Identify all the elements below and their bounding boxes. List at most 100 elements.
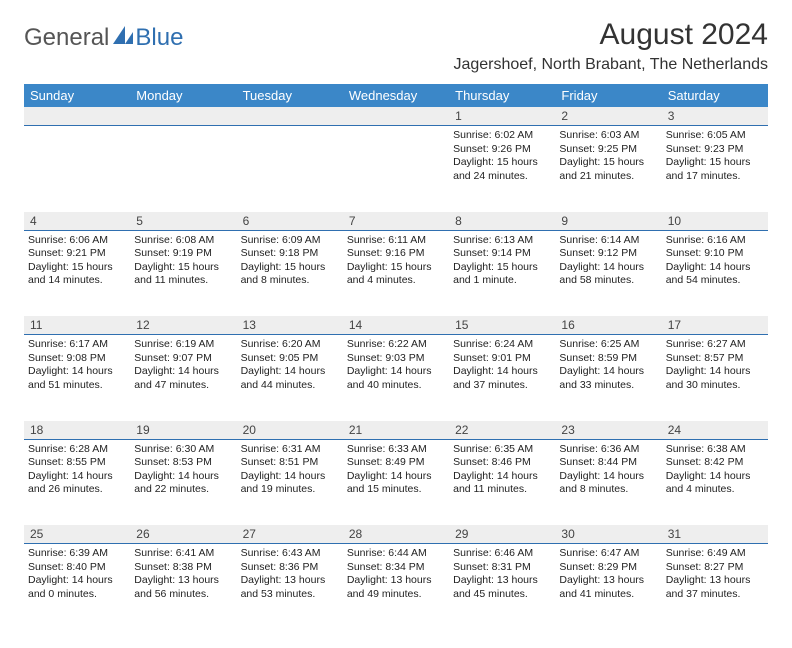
daylight-text-2: and 26 minutes. <box>28 483 126 497</box>
logo-text-general: General <box>24 24 109 52</box>
daylight-text-2: and 8 minutes. <box>241 274 339 288</box>
daynum-row: 45678910 <box>24 212 768 231</box>
daylight-text-1: Daylight: 15 hours <box>453 261 551 275</box>
daylight-text-1: Daylight: 15 hours <box>559 156 657 170</box>
day-cell: Sunrise: 6:17 AMSunset: 9:08 PMDaylight:… <box>24 335 130 421</box>
day-cell: Sunrise: 6:19 AMSunset: 9:07 PMDaylight:… <box>130 335 236 421</box>
day-number: 24 <box>662 421 768 440</box>
day-number: 28 <box>343 525 449 544</box>
day-number: 12 <box>130 316 236 335</box>
col-saturday: Saturday <box>662 84 768 107</box>
sunrise-text: Sunrise: 6:38 AM <box>666 443 764 457</box>
day-cell: Sunrise: 6:36 AMSunset: 8:44 PMDaylight:… <box>555 439 661 525</box>
col-thursday: Thursday <box>449 84 555 107</box>
day-number: 27 <box>237 525 343 544</box>
daylight-text-2: and 14 minutes. <box>28 274 126 288</box>
sunrise-text: Sunrise: 6:25 AM <box>559 338 657 352</box>
daylight-text-1: Daylight: 15 hours <box>347 261 445 275</box>
daylight-text-1: Daylight: 15 hours <box>28 261 126 275</box>
day-number: 20 <box>237 421 343 440</box>
day-number: 4 <box>24 212 130 231</box>
sunset-text: Sunset: 9:03 PM <box>347 352 445 366</box>
day-number: 26 <box>130 525 236 544</box>
day-cell: Sunrise: 6:44 AMSunset: 8:34 PMDaylight:… <box>343 544 449 630</box>
sunset-text: Sunset: 8:55 PM <box>28 456 126 470</box>
day-cell <box>24 126 130 212</box>
day-cell: Sunrise: 6:27 AMSunset: 8:57 PMDaylight:… <box>662 335 768 421</box>
sunrise-text: Sunrise: 6:02 AM <box>453 129 551 143</box>
daylight-text-2: and 4 minutes. <box>347 274 445 288</box>
day-number <box>237 107 343 126</box>
sunset-text: Sunset: 8:44 PM <box>559 456 657 470</box>
daylight-text-1: Daylight: 14 hours <box>28 574 126 588</box>
sunrise-text: Sunrise: 6:33 AM <box>347 443 445 457</box>
col-friday: Friday <box>555 84 661 107</box>
sunset-text: Sunset: 8:34 PM <box>347 561 445 575</box>
calendar-table: Sunday Monday Tuesday Wednesday Thursday… <box>24 84 768 630</box>
sunset-text: Sunset: 8:31 PM <box>453 561 551 575</box>
weekday-header-row: Sunday Monday Tuesday Wednesday Thursday… <box>24 84 768 107</box>
day-number: 15 <box>449 316 555 335</box>
day-number: 19 <box>130 421 236 440</box>
day-cell: Sunrise: 6:49 AMSunset: 8:27 PMDaylight:… <box>662 544 768 630</box>
day-cell: Sunrise: 6:39 AMSunset: 8:40 PMDaylight:… <box>24 544 130 630</box>
day-number: 29 <box>449 525 555 544</box>
col-tuesday: Tuesday <box>237 84 343 107</box>
daylight-text-2: and 56 minutes. <box>134 588 232 602</box>
day-number: 13 <box>237 316 343 335</box>
day-number: 21 <box>343 421 449 440</box>
day-cell: Sunrise: 6:43 AMSunset: 8:36 PMDaylight:… <box>237 544 343 630</box>
daylight-text-2: and 8 minutes. <box>559 483 657 497</box>
sunset-text: Sunset: 8:40 PM <box>28 561 126 575</box>
daylight-text-1: Daylight: 14 hours <box>666 365 764 379</box>
daylight-text-1: Daylight: 15 hours <box>134 261 232 275</box>
daylight-text-2: and 33 minutes. <box>559 379 657 393</box>
day-number: 23 <box>555 421 661 440</box>
sunrise-text: Sunrise: 6:31 AM <box>241 443 339 457</box>
sunset-text: Sunset: 8:57 PM <box>666 352 764 366</box>
day-cell: Sunrise: 6:14 AMSunset: 9:12 PMDaylight:… <box>555 230 661 316</box>
logo-text-blue: Blue <box>135 24 183 52</box>
logo: General Blue <box>24 24 183 52</box>
day-number <box>24 107 130 126</box>
sunrise-text: Sunrise: 6:06 AM <box>28 234 126 248</box>
sunrise-text: Sunrise: 6:20 AM <box>241 338 339 352</box>
daylight-text-2: and 40 minutes. <box>347 379 445 393</box>
sunset-text: Sunset: 8:29 PM <box>559 561 657 575</box>
sunrise-text: Sunrise: 6:03 AM <box>559 129 657 143</box>
sunrise-text: Sunrise: 6:43 AM <box>241 547 339 561</box>
daylight-text-2: and 44 minutes. <box>241 379 339 393</box>
sunset-text: Sunset: 8:42 PM <box>666 456 764 470</box>
day-cell: Sunrise: 6:24 AMSunset: 9:01 PMDaylight:… <box>449 335 555 421</box>
daylight-text-1: Daylight: 14 hours <box>666 470 764 484</box>
daylight-text-1: Daylight: 13 hours <box>666 574 764 588</box>
daylight-text-2: and 22 minutes. <box>134 483 232 497</box>
page-subtitle: Jagershoef, North Brabant, The Netherlan… <box>453 56 768 74</box>
day-number: 3 <box>662 107 768 126</box>
sunrise-text: Sunrise: 6:39 AM <box>28 547 126 561</box>
header: General Blue August 2024 Jagershoef, Nor… <box>24 18 768 74</box>
day-cell: Sunrise: 6:30 AMSunset: 8:53 PMDaylight:… <box>130 439 236 525</box>
daylight-text-1: Daylight: 14 hours <box>347 365 445 379</box>
sunset-text: Sunset: 9:23 PM <box>666 143 764 157</box>
daylight-text-1: Daylight: 14 hours <box>134 365 232 379</box>
daylight-text-1: Daylight: 13 hours <box>134 574 232 588</box>
sunset-text: Sunset: 8:27 PM <box>666 561 764 575</box>
sunrise-text: Sunrise: 6:36 AM <box>559 443 657 457</box>
day-cell: Sunrise: 6:47 AMSunset: 8:29 PMDaylight:… <box>555 544 661 630</box>
day-cell <box>343 126 449 212</box>
sunrise-text: Sunrise: 6:35 AM <box>453 443 551 457</box>
sunrise-text: Sunrise: 6:44 AM <box>347 547 445 561</box>
daylight-text-1: Daylight: 15 hours <box>241 261 339 275</box>
day-number: 16 <box>555 316 661 335</box>
daylight-text-1: Daylight: 13 hours <box>559 574 657 588</box>
day-number: 1 <box>449 107 555 126</box>
day-cell: Sunrise: 6:41 AMSunset: 8:38 PMDaylight:… <box>130 544 236 630</box>
day-number: 30 <box>555 525 661 544</box>
daylight-text-1: Daylight: 14 hours <box>241 365 339 379</box>
daylight-text-1: Daylight: 14 hours <box>559 261 657 275</box>
sunset-text: Sunset: 8:46 PM <box>453 456 551 470</box>
calendar-body: 123Sunrise: 6:02 AMSunset: 9:26 PMDaylig… <box>24 107 768 630</box>
day-number: 17 <box>662 316 768 335</box>
day-cell: Sunrise: 6:13 AMSunset: 9:14 PMDaylight:… <box>449 230 555 316</box>
